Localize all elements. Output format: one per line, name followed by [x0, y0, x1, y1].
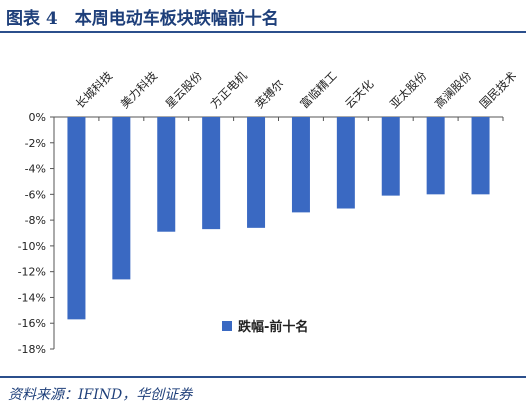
category-label: 国民技术	[477, 68, 520, 111]
y-tick-label: -2%	[25, 137, 46, 150]
bar	[157, 117, 176, 232]
category-label: 星云股份	[162, 68, 205, 111]
category-label: 长城科技	[73, 68, 116, 111]
category-label: 方正电机	[207, 68, 250, 111]
category-label: 美力科技	[118, 68, 161, 111]
bar	[336, 117, 355, 209]
bar	[291, 117, 310, 213]
y-tick-label: -16%	[18, 317, 46, 330]
bottom-rule	[0, 376, 526, 378]
y-tick-label: -18%	[18, 343, 46, 356]
bar-chart: 0% -2% -4% -6% -8% -10% -12% -14% -16% -18% 长城科技 美力…	[18, 68, 520, 356]
category-label: 英搏尔	[252, 77, 286, 111]
source-note: 资料来源：IFIND，华创证券	[8, 387, 193, 403]
y-tick-label: -4%	[25, 163, 46, 176]
bar	[67, 117, 86, 320]
y-tick-label: -8%	[25, 214, 46, 227]
y-tick-label: -10%	[18, 240, 46, 253]
category-label: 高澜股份	[432, 68, 475, 111]
legend-label: 跌幅-前十名	[238, 319, 308, 335]
figure-header: 图表 4 本周电动车板块跌幅前十名	[0, 0, 526, 32]
category-label: 富临精工	[297, 69, 339, 111]
y-tick-label: -12%	[18, 266, 46, 279]
y-tick-label: -6%	[25, 188, 46, 201]
category-label: 云天化	[342, 76, 377, 111]
y-tick-label: -14%	[18, 291, 46, 304]
bar	[426, 117, 445, 195]
category-label: 亚太股份	[387, 68, 430, 111]
bar	[202, 117, 221, 230]
bar	[471, 117, 490, 195]
y-tick-label: 0%	[29, 111, 46, 124]
top-rule	[0, 31, 526, 33]
bar	[247, 117, 266, 228]
figure-title: 图表 4 本周电动车板块跌幅前十名	[6, 9, 279, 29]
bar	[381, 117, 400, 196]
legend-swatch	[222, 321, 232, 331]
bar	[112, 117, 131, 280]
